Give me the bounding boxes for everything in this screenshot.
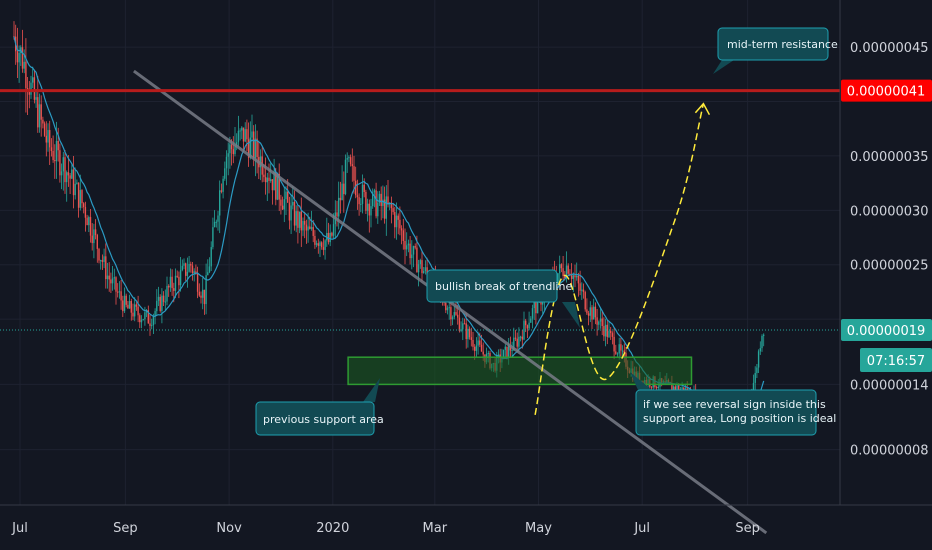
time-tick-label: Jul bbox=[11, 521, 28, 536]
price-tick-label: 0.00000008 bbox=[850, 444, 929, 459]
annotation-bullish-break[interactable]: bullish break of trendline bbox=[426, 269, 580, 328]
grid-lines bbox=[0, 0, 840, 505]
annotation-mid-term-resistance[interactable]: mid-term resistance bbox=[713, 27, 838, 74]
time-tick-label: Jul bbox=[633, 521, 650, 536]
price-tick-label: 0.00000025 bbox=[850, 259, 929, 274]
resistance-price-tag: 0.00000041 bbox=[841, 79, 932, 102]
price-tick-label: 0.00000045 bbox=[850, 41, 929, 56]
time-tick-label: Sep bbox=[735, 521, 760, 536]
candle-countdown: 07:16:57 bbox=[867, 354, 925, 369]
time-tick-label: Nov bbox=[216, 521, 242, 536]
current-price-tag: 0.00000019 07:16:57 bbox=[841, 319, 932, 372]
price-axis-ticks[interactable]: 0.00000045 0.00000035 0.00000030 0.00000025… bbox=[850, 41, 929, 459]
current-price-label: 0.00000019 bbox=[847, 324, 926, 339]
projection-arrowhead bbox=[694, 102, 711, 116]
price-tick-label: 0.00000014 bbox=[850, 378, 929, 393]
annotation-mid-term-resistance-text: mid-term resistance bbox=[727, 38, 838, 51]
time-tick-label: Mar bbox=[423, 521, 448, 536]
projection-path bbox=[534, 103, 705, 416]
time-axis-ticks[interactable]: Jul Sep Nov 2020 Mar May Jul Sep bbox=[11, 521, 760, 536]
time-tick-label: May bbox=[525, 521, 552, 536]
price-tick-label: 0.00000030 bbox=[850, 204, 929, 219]
annotation-previous-support[interactable]: previous support area bbox=[255, 378, 384, 436]
annotation-bullish-break-text: bullish break of trendline bbox=[435, 280, 572, 293]
resistance-price-label: 0.00000041 bbox=[847, 85, 926, 100]
time-tick-label: 2020 bbox=[316, 521, 349, 536]
annotation-reversal-long-line-1: if we see reversal sign inside this bbox=[643, 398, 826, 411]
annotation-reversal-long-text-2: support area, Long position is ideal bbox=[643, 412, 836, 425]
annotation-previous-support-text: previous support area bbox=[263, 413, 384, 426]
time-tick-label: Sep bbox=[113, 521, 138, 536]
price-tick-label: 0.00000035 bbox=[850, 150, 929, 165]
annotation-reversal-long[interactable]: if we see reversal sign inside this supp… bbox=[630, 372, 836, 436]
annotation-reversal-long-line-2: support area, Long position is ideal bbox=[643, 412, 836, 425]
annotation-reversal-long-text-1: if we see reversal sign inside this bbox=[643, 398, 826, 411]
